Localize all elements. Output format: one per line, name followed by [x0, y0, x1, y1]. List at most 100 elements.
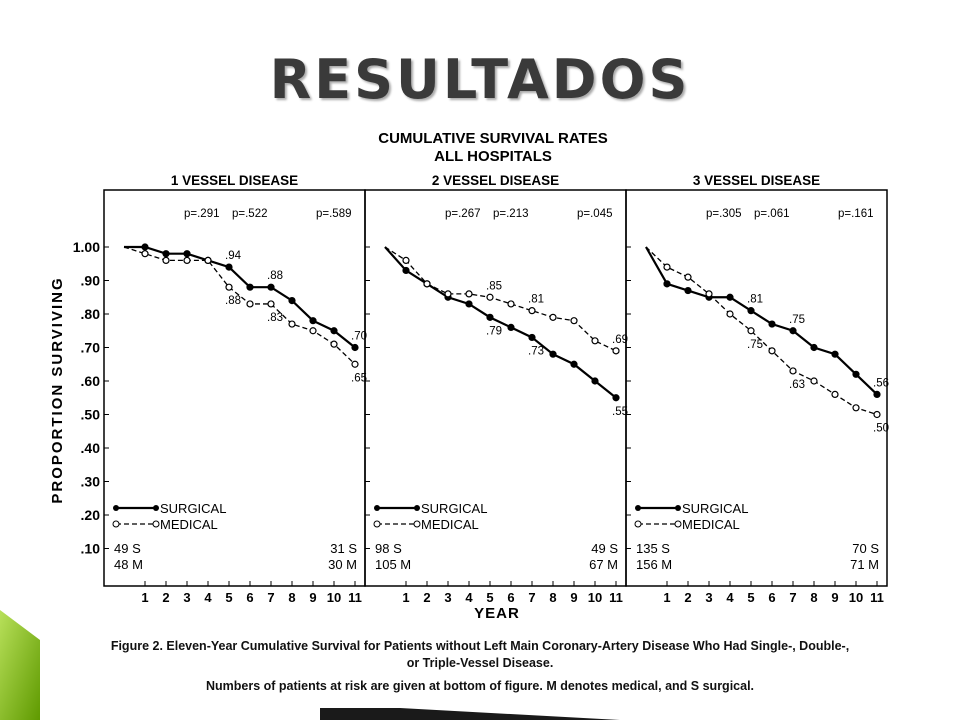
at-risk-end-medical: 67 M — [589, 557, 618, 572]
legend-surgical-marker — [675, 505, 681, 511]
panel-2: 2 VESSEL DISEASE 1 2 3 4 5 6 7 8 9 10 11 p=.267 p=.21… — [364, 173, 628, 605]
data-label: .85 — [486, 280, 502, 292]
surgical-point — [528, 333, 536, 342]
p-value-label: p=.291 — [184, 208, 220, 220]
data-label: .69 — [612, 334, 628, 346]
legend-surgical-label: SURGICAL — [421, 501, 487, 516]
x-tick-label: 2 — [423, 590, 430, 605]
data-label: .56 — [873, 377, 889, 389]
x-tick-label: 5 — [486, 590, 493, 605]
medical-point — [267, 300, 275, 308]
figure-title-line1: CUMULATIVE SURVIVAL RATES — [378, 130, 607, 147]
x-tick-label: 10 — [588, 590, 602, 605]
data-label: .88 — [267, 270, 283, 282]
medical-point — [351, 360, 359, 368]
medical-point — [873, 410, 881, 419]
surgical-line — [645, 246, 878, 396]
y-tick-label: 1.00 — [73, 239, 100, 255]
y-tick-label: .70 — [81, 340, 101, 356]
x-tick-label: 1 — [141, 590, 148, 605]
data-label: .70 — [351, 331, 367, 343]
medical-point — [591, 337, 599, 345]
medical-point — [570, 317, 578, 325]
data-label: .63 — [789, 379, 805, 391]
at-risk-start-medical: 156 M — [636, 557, 672, 572]
at-risk-end-surgical: 49 S — [591, 541, 618, 556]
x-tick-label: 10 — [327, 590, 341, 605]
surgical-point — [570, 360, 578, 368]
panel-3: 3 VESSEL DISEASE 1 2 3 4 5 6 7 8 9 10 11 p=.305 p=.06… — [625, 173, 889, 605]
legend-medical-marker — [413, 520, 421, 528]
legend-medical-marker — [152, 520, 160, 528]
x-tick-label: 11 — [870, 590, 884, 605]
surgical-point — [684, 286, 692, 295]
medical-point — [831, 390, 839, 398]
surgical-line — [384, 246, 617, 399]
surgical-point — [288, 297, 296, 305]
medical-point — [141, 250, 149, 258]
legend-surgical-marker — [635, 505, 641, 511]
surgical-point — [486, 313, 494, 321]
x-tick-label: 10 — [849, 590, 863, 605]
x-tick-label: 8 — [288, 590, 295, 605]
surgical-point — [591, 377, 599, 385]
data-label: .75 — [747, 339, 763, 351]
data-label: .55 — [612, 406, 628, 418]
y-tick-label: .80 — [81, 306, 101, 322]
at-risk-start-medical: 105 M — [375, 557, 411, 572]
legend-medical-label: MEDICAL — [421, 517, 479, 532]
x-tick-label: 3 — [183, 590, 190, 605]
surgical-point — [351, 343, 359, 352]
data-label: .79 — [486, 325, 502, 337]
medical-point — [309, 327, 317, 335]
medical-point — [444, 290, 452, 298]
surgical-point — [330, 327, 338, 335]
data-label: .83 — [267, 312, 283, 324]
data-label: .88 — [225, 295, 241, 307]
legend-surgical-label: SURGICAL — [682, 501, 748, 516]
surgical-point — [873, 390, 881, 398]
panel-title: 2 VESSEL DISEASE — [432, 173, 559, 188]
x-tick-label: 7 — [789, 590, 796, 605]
surgical-point — [726, 293, 734, 301]
surgical-point — [810, 343, 818, 352]
x-tick-label: 3 — [444, 590, 451, 605]
medical-point — [402, 256, 410, 264]
surgical-line — [124, 245, 356, 349]
p-value-label: p=.305 — [706, 208, 742, 220]
at-risk-end-medical: 30 M — [328, 557, 357, 572]
surgical-point — [852, 370, 860, 378]
at-risk-start-surgical: 98 S — [375, 541, 402, 556]
x-tick-label: 9 — [570, 590, 577, 605]
medical-point — [747, 327, 755, 335]
surgical-point — [789, 327, 797, 335]
y-tick-label: .60 — [81, 373, 101, 389]
legend-medical-marker — [112, 520, 120, 528]
medical-point — [852, 404, 860, 412]
p-value-label: p=.522 — [232, 208, 268, 220]
x-tick-label: 8 — [549, 590, 556, 605]
medical-point — [162, 256, 170, 264]
legend-surgical-marker — [414, 505, 420, 511]
legend-surgical-label: SURGICAL — [160, 501, 226, 516]
surgical-point — [747, 307, 755, 315]
medical-point — [246, 300, 254, 308]
x-tick-label: 9 — [309, 590, 316, 605]
x-tick-label: 3 — [705, 590, 712, 605]
caption-line1: Figure 2. Eleven-Year Cumulative Surviva… — [110, 639, 850, 653]
at-risk-end-surgical: 70 S — [852, 541, 879, 556]
p-value-label: p=.161 — [838, 208, 874, 220]
x-tick-label: 11 — [609, 590, 623, 605]
y-tick-labels: 1.00 .90 .80 .70 .60 .50 .40 .30 .20 .10 — [73, 239, 100, 557]
y-tick-label: .30 — [81, 474, 101, 490]
medical-point — [288, 320, 296, 328]
x-tick-label: 6 — [507, 590, 514, 605]
p-value-label: p=.589 — [316, 208, 352, 220]
legend-surgical-marker — [113, 505, 119, 511]
surgical-point — [141, 243, 149, 251]
medical-point — [225, 283, 233, 291]
surgical-point — [183, 250, 191, 258]
legend-medical-marker — [373, 520, 381, 528]
legend-medical-label: MEDICAL — [160, 517, 218, 532]
